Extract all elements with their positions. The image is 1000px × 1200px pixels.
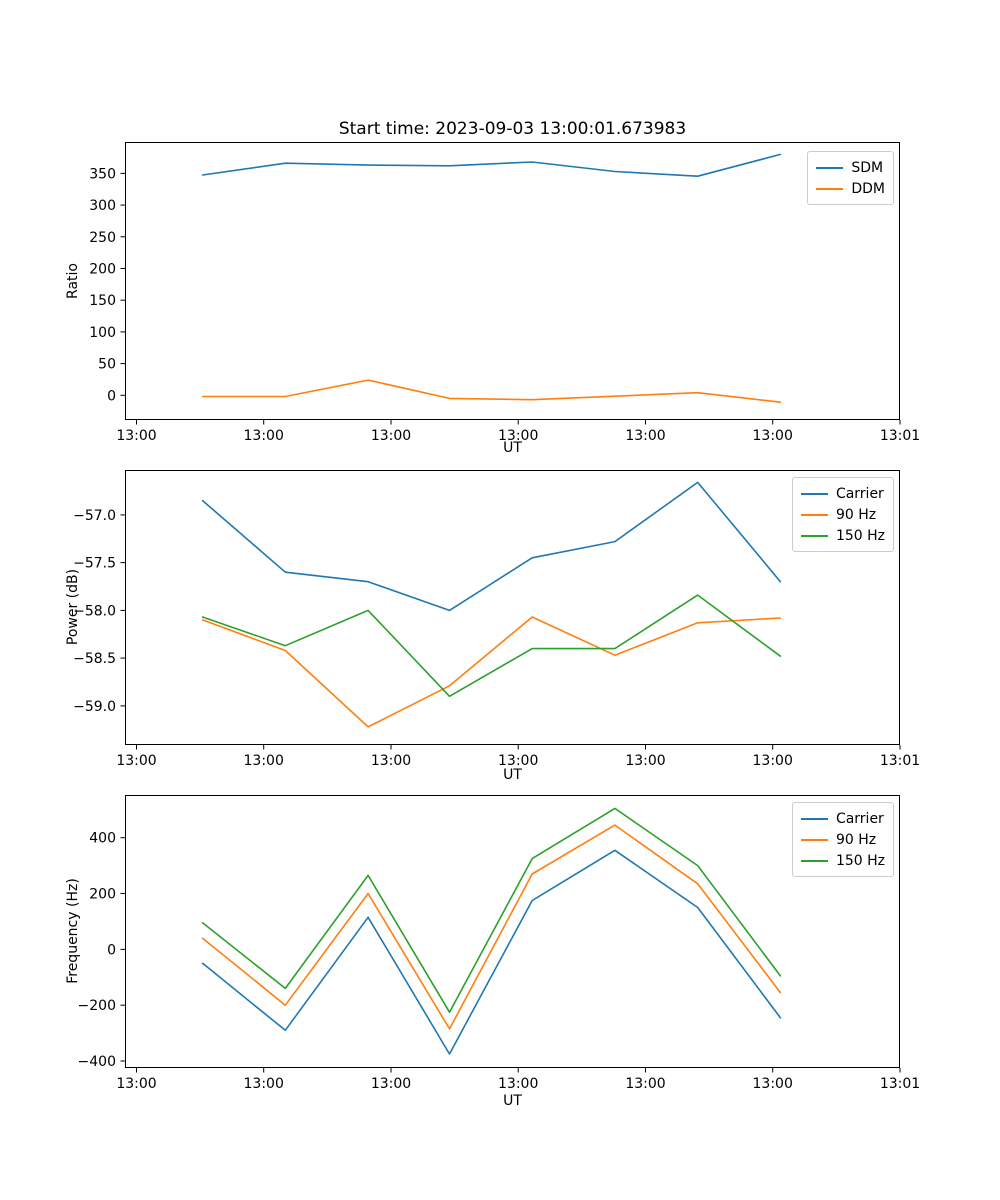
legend-item-ddm: DDM [816,178,885,199]
ddm-line-sample [816,187,844,190]
ratio-y-axis-label: Ratio [65,263,81,299]
sdm-line-sample [816,166,844,169]
ratio-legend: SDM DDM [807,151,894,205]
legend-label-carrier: Carrier [835,810,884,827]
power-legend: Carrier 90 Hz 150 Hz [791,477,894,552]
svg-text:13:01: 13:01 [880,428,920,444]
legend-label-90hz: 90 Hz [835,831,877,848]
svg-text:−57.0: −57.0 [73,508,116,524]
svg-text:0: 0 [107,942,116,958]
svg-text:100: 100 [89,325,116,341]
svg-text:−200: −200 [78,998,116,1014]
svg-text:13:00: 13:00 [116,1076,156,1092]
legend-label-150hz: 150 Hz [835,527,885,544]
svg-text:150: 150 [89,293,116,309]
svg-text:13:00: 13:00 [753,428,793,444]
legend-item-carrier: Carrier [800,808,885,829]
svg-text:−400: −400 [78,1054,116,1070]
power-plot-area: 13:00 13:00 13:00 13:00 13:00 13:00 13:01 −59.0… [73,470,920,769]
svg-text:13:00: 13:00 [625,428,665,444]
legend-item-150hz: 150 Hz [800,525,885,546]
svg-text:13:00: 13:00 [498,428,538,444]
svg-text:13:00: 13:00 [116,753,156,769]
svg-text:13:00: 13:00 [244,428,284,444]
svg-text:400: 400 [89,831,116,847]
svg-text:13:00: 13:00 [625,753,665,769]
legend-item-90hz: 90 Hz [800,829,885,850]
svg-text:−59.0: −59.0 [73,699,116,715]
legend-label-carrier: Carrier [835,485,884,502]
150hz-line-sample [800,859,828,862]
legend-label-sdm: SDM [851,159,884,176]
svg-text:200: 200 [89,887,116,903]
svg-text:13:01: 13:01 [880,753,920,769]
legend-label-ddm: DDM [851,180,885,197]
frequency-plot-area: 13:00 13:00 13:00 13:00 13:00 13:00 13:01 −400 −… [78,795,920,1092]
90hz-line-sample [800,838,828,841]
svg-text:300: 300 [89,198,116,214]
frequency-y-axis-label: Frequency (Hz) [65,878,81,984]
svg-text:13:00: 13:00 [244,1076,284,1092]
svg-text:250: 250 [89,230,116,246]
legend-item-sdm: SDM [816,157,885,178]
90hz-line-sample [800,513,828,516]
svg-text:−58.0: −58.0 [73,603,116,619]
svg-text:350: 350 [89,166,116,182]
carrier-line-sample [800,817,828,820]
svg-text:13:00: 13:00 [625,1076,665,1092]
frequency-legend: Carrier 90 Hz 150 Hz [791,802,894,877]
svg-text:13:00: 13:00 [371,1076,411,1092]
svg-text:−57.5: −57.5 [73,556,116,572]
150hz-line-sample [800,534,828,537]
svg-text:13:00: 13:00 [498,753,538,769]
svg-text:200: 200 [89,262,116,278]
svg-text:13:00: 13:00 [753,753,793,769]
svg-text:13:00: 13:00 [498,1076,538,1092]
power-x-axis-label: UT [503,767,522,783]
legend-item-150hz: 150 Hz [800,850,885,871]
legend-label-90hz: 90 Hz [835,506,877,523]
svg-text:50: 50 [98,357,116,373]
svg-text:13:00: 13:00 [371,428,411,444]
svg-text:13:00: 13:00 [244,753,284,769]
svg-text:0: 0 [107,388,116,404]
figure-title: Start time: 2023-09-03 13:00:01.673983 [338,119,687,139]
svg-text:−58.5: −58.5 [73,651,116,667]
svg-text:13:01: 13:01 [880,1076,920,1092]
ratio-x-axis-label: UT [503,440,522,456]
power-y-axis-label: Power (dB) [65,568,81,646]
ratio-plot-area: 13:00 13:00 13:00 13:00 13:00 13:00 13:01 0 50 10… [89,142,920,444]
frequency-x-axis-label: UT [503,1093,522,1109]
legend-item-carrier: Carrier [800,483,885,504]
legend-item-90hz: 90 Hz [800,504,885,525]
svg-text:13:00: 13:00 [753,1076,793,1092]
svg-text:13:00: 13:00 [116,428,156,444]
legend-label-150hz: 150 Hz [835,852,885,869]
carrier-line-sample [800,492,828,495]
svg-text:13:00: 13:00 [371,753,411,769]
